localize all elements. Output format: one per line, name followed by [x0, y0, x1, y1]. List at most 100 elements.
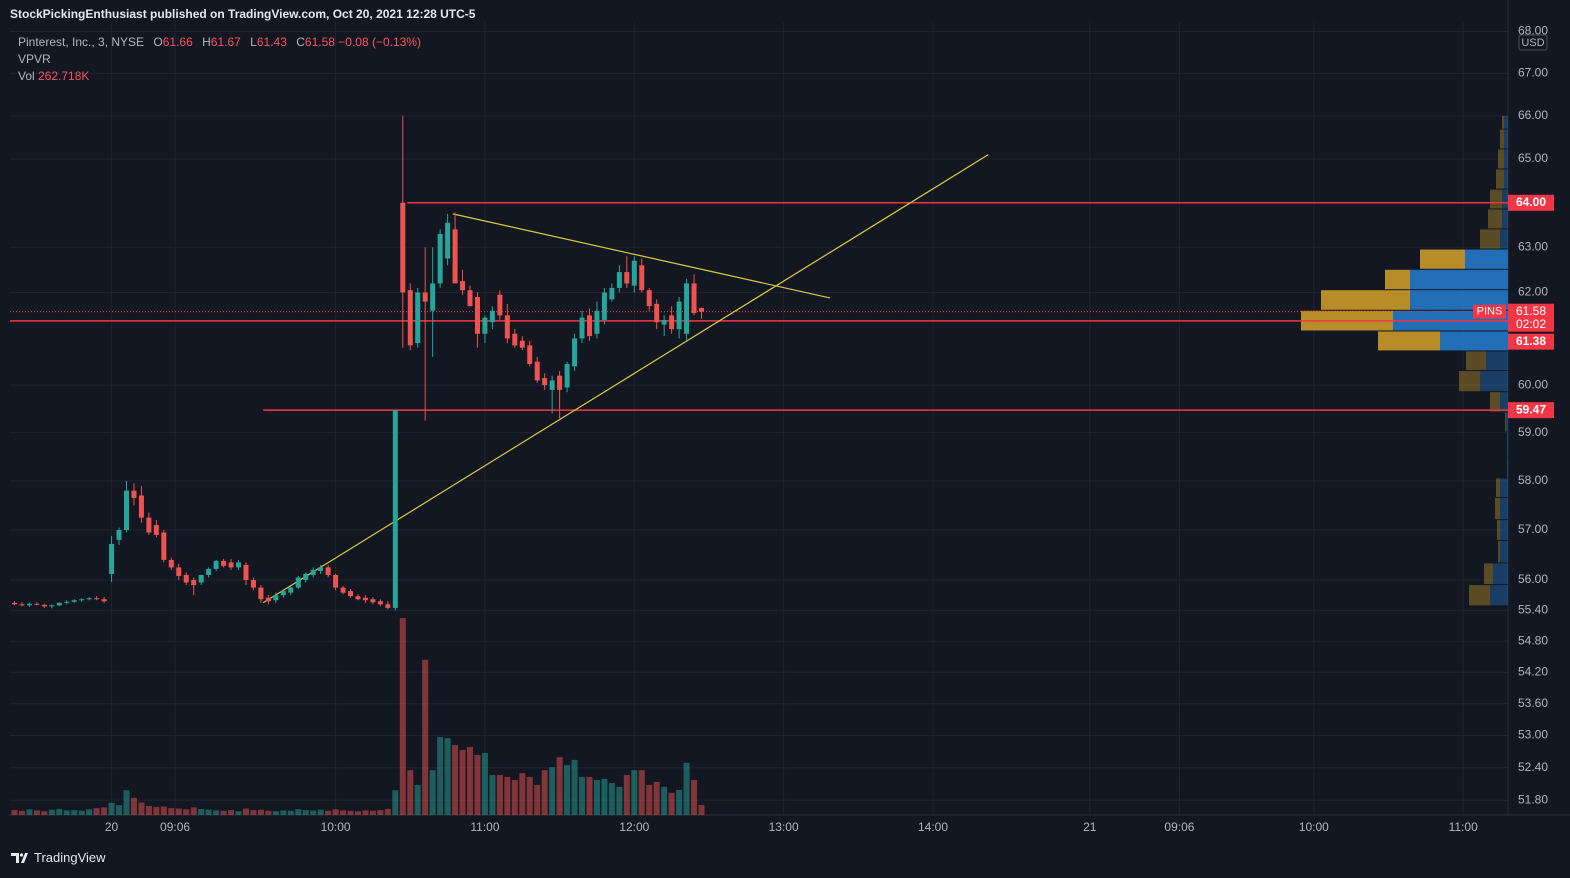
- volume-bar: [310, 810, 317, 815]
- volume-bar: [250, 810, 257, 815]
- volume-bar: [623, 775, 630, 815]
- profile-up: [1484, 563, 1493, 585]
- candle-body: [370, 599, 376, 603]
- candle-body: [430, 283, 436, 311]
- candle-body: [385, 604, 391, 608]
- profile-down: [1440, 331, 1508, 351]
- candle-body: [504, 315, 510, 339]
- candle-body: [228, 562, 234, 568]
- candle-body: [318, 567, 324, 571]
- volume-bar: [414, 784, 421, 815]
- candle-body: [258, 587, 264, 600]
- candle-body: [191, 580, 197, 586]
- footer: TradingView: [10, 850, 106, 865]
- volume-bar: [638, 770, 645, 815]
- candle-body: [303, 573, 309, 581]
- candle-body: [609, 287, 615, 300]
- candle-body: [64, 601, 70, 603]
- candle-body: [101, 599, 107, 602]
- volume-bar: [138, 802, 145, 815]
- candle-body: [221, 560, 227, 566]
- volume-bar: [556, 757, 563, 815]
- candle-body: [71, 600, 77, 602]
- volume-bar: [668, 792, 675, 815]
- profile-up: [1459, 371, 1480, 392]
- volume-bar: [86, 809, 93, 815]
- volume-bar: [71, 810, 78, 815]
- volume-bar: [691, 780, 698, 815]
- profile-down: [1465, 249, 1508, 269]
- legend-row: Vol 262.718K: [18, 68, 421, 85]
- y-tick-label: 59.00: [1518, 425, 1548, 439]
- y-tick-label: 58.00: [1518, 473, 1548, 487]
- volume-bar: [340, 810, 347, 815]
- candle-body: [400, 202, 406, 293]
- x-tick-label: 09:06: [160, 820, 190, 834]
- volume-bar: [242, 808, 249, 815]
- x-tick-label: 21: [1083, 820, 1097, 834]
- candle-body: [586, 315, 592, 337]
- volume-bar: [564, 765, 571, 815]
- profile-up: [1496, 478, 1500, 497]
- profile-down: [1500, 497, 1508, 520]
- trendline: [452, 213, 831, 299]
- volume-bar: [18, 810, 25, 815]
- volume-bar: [616, 786, 623, 815]
- candle-body: [624, 272, 630, 284]
- candle-body: [138, 495, 144, 518]
- volume-bar: [586, 776, 593, 815]
- volume-bar: [235, 811, 242, 815]
- volume-bar: [213, 810, 220, 815]
- candle-body: [572, 338, 578, 367]
- candle-body: [348, 591, 354, 597]
- candle-body: [601, 292, 607, 320]
- brand[interactable]: TradingView: [34, 850, 106, 865]
- profile-up: [1469, 585, 1490, 606]
- volume-name[interactable]: Vol: [18, 69, 35, 83]
- volume-bar: [407, 770, 414, 815]
- candle-body: [557, 375, 563, 390]
- x-tick-label: 13:00: [769, 820, 799, 834]
- indicator[interactable]: VPVR: [18, 52, 51, 66]
- volume-bar: [11, 810, 18, 815]
- volume-bar: [489, 775, 496, 815]
- profile-up: [1505, 412, 1506, 432]
- x-tick-label: 10:00: [321, 820, 351, 834]
- volume-bar: [228, 810, 235, 815]
- volume-bar: [452, 745, 459, 815]
- volume-bar: [444, 738, 451, 815]
- volume-bar: [392, 790, 399, 815]
- volume-bar: [272, 811, 279, 815]
- candle-body: [49, 605, 55, 607]
- candle-body: [146, 517, 152, 533]
- currency: USD: [1521, 37, 1544, 49]
- ohlc-key: C: [296, 35, 305, 49]
- volume-bar: [698, 805, 705, 815]
- profile-up: [1498, 149, 1504, 169]
- profile-down: [1504, 115, 1508, 129]
- volume-bar: [332, 809, 339, 815]
- volume-bar: [354, 811, 361, 815]
- volume-bar: [317, 809, 324, 815]
- profile-up: [1490, 392, 1500, 412]
- profile-up: [1480, 229, 1500, 249]
- volume-bar: [534, 784, 541, 815]
- profile-down: [1410, 269, 1508, 290]
- volume-bar: [653, 781, 660, 815]
- candle-body: [168, 559, 174, 568]
- x-tick-label: 10:00: [1299, 820, 1329, 834]
- volume-bar: [41, 811, 48, 815]
- legend-row: Pinterest, Inc., 3, NYSE O61.66 H61.67 L…: [18, 34, 421, 51]
- candle-body: [654, 303, 660, 323]
- y-tick-label: 53.00: [1518, 728, 1548, 742]
- volume-bar: [437, 737, 444, 815]
- candle-body: [11, 602, 17, 605]
- candle-body: [497, 294, 503, 316]
- profile-up: [1502, 115, 1504, 129]
- level-label-box: [1508, 402, 1554, 419]
- candle-body: [616, 272, 622, 288]
- volume-bar: [160, 806, 167, 815]
- x-tick-label: 11:00: [1449, 820, 1478, 834]
- candle-body: [445, 222, 451, 259]
- candle-body: [183, 574, 189, 583]
